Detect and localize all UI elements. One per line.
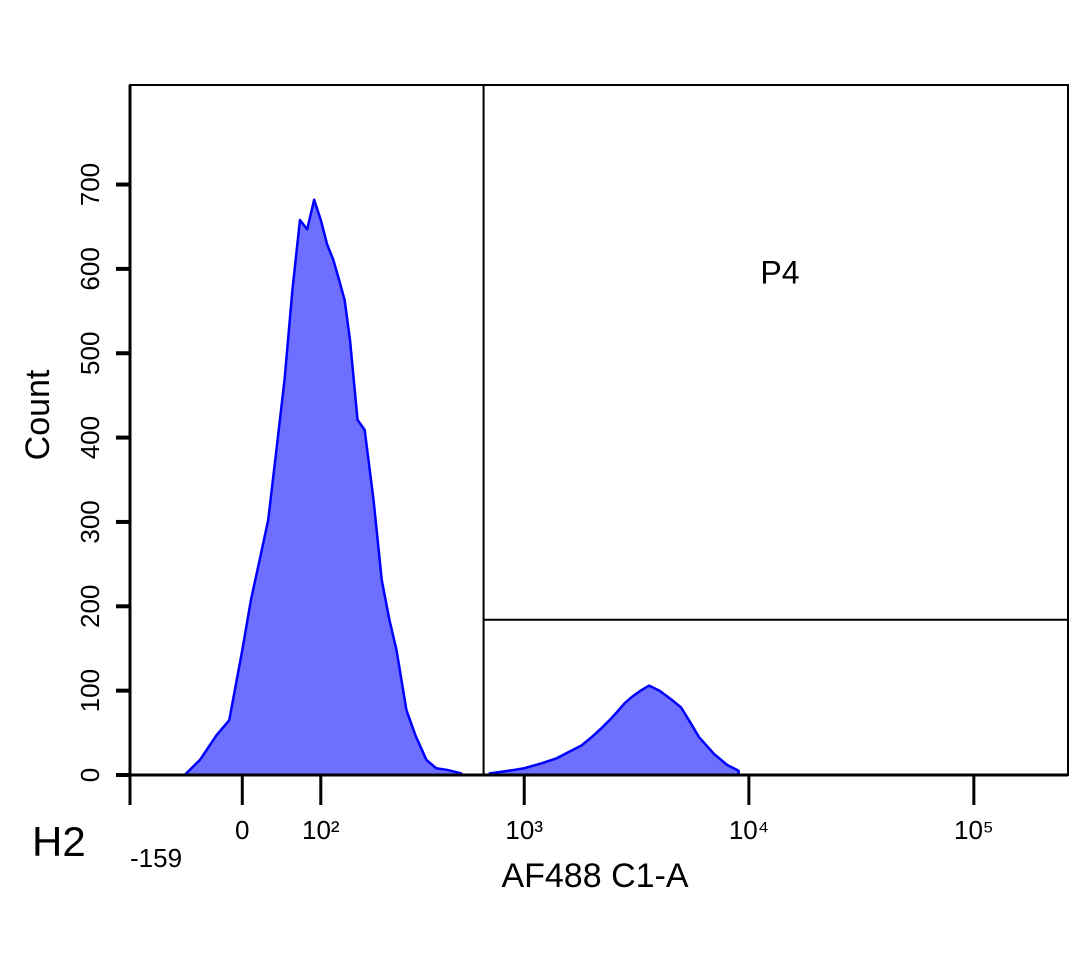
gate-label: P4 bbox=[760, 254, 799, 290]
x-axis-label: AF488 C1-A bbox=[501, 857, 688, 895]
y-axis-label: Count bbox=[19, 369, 57, 460]
y-tick-label: 100 bbox=[75, 669, 105, 712]
y-tick-label: 500 bbox=[75, 332, 105, 375]
y-tick-label: 400 bbox=[75, 416, 105, 459]
histogram-area bbox=[488, 684, 740, 777]
x-tick-label: 0 bbox=[235, 815, 249, 845]
x-tick-label: 10⁵ bbox=[954, 815, 994, 845]
x-tick-label: 10⁴ bbox=[729, 815, 769, 845]
y-tick-label: 200 bbox=[75, 585, 105, 628]
y-tick-label: 600 bbox=[75, 247, 105, 290]
y-tick-label: 700 bbox=[75, 163, 105, 206]
x-tick-label: 10³ bbox=[505, 815, 543, 845]
x-tick-label: 10² bbox=[302, 815, 340, 845]
y-tick-label: 300 bbox=[75, 500, 105, 543]
corner-label: H2 bbox=[32, 818, 86, 865]
y-tick-label: 0 bbox=[75, 768, 105, 782]
histogram-area bbox=[183, 198, 463, 777]
x-tick-label: -159 bbox=[130, 843, 182, 873]
